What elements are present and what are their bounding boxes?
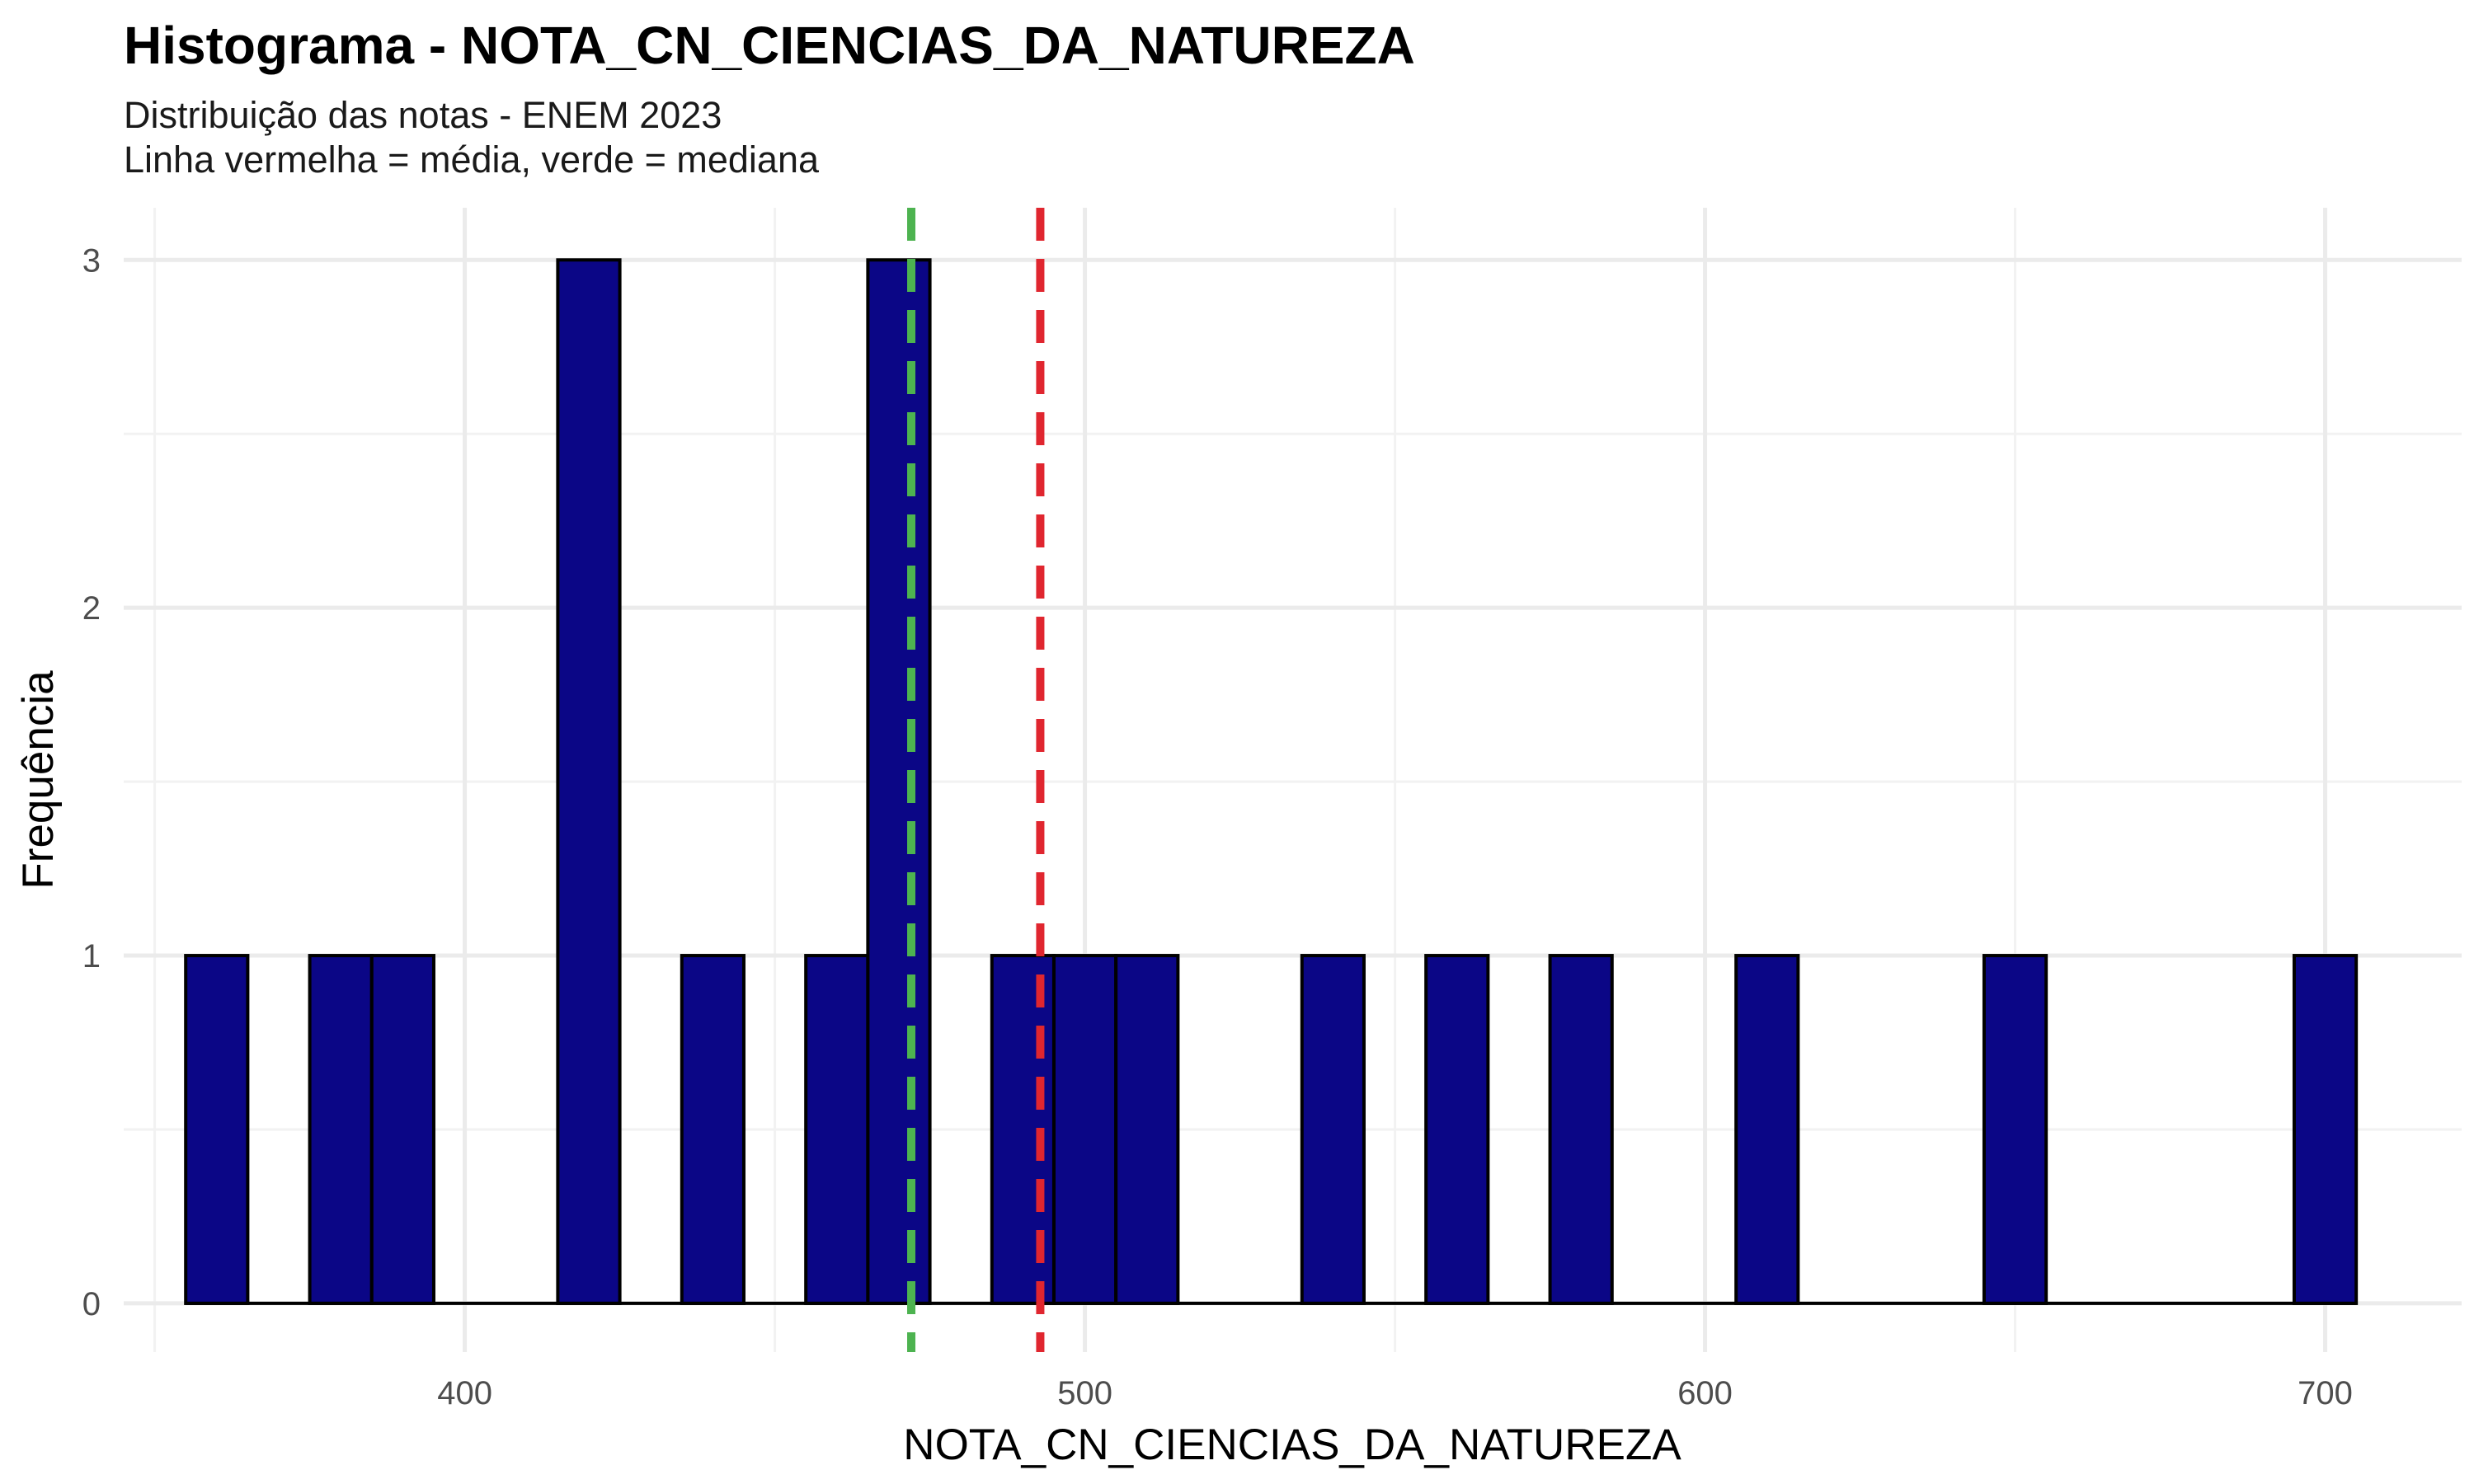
histogram-bar	[184, 954, 250, 1305]
chart-subtitle-line-1: Distribuição das notas - ENEM 2023	[124, 94, 722, 136]
histogram-bar	[1548, 954, 1614, 1305]
histogram-bar	[866, 258, 932, 1305]
histogram-bars	[184, 258, 2359, 1305]
histogram-bar	[1734, 954, 1800, 1305]
x-tick-label: 500	[1057, 1375, 1112, 1411]
histogram-bar	[1982, 954, 2048, 1305]
histogram-bar	[1300, 954, 1366, 1305]
chart-title: Histograma - NOTA_CN_CIENCIAS_DA_NATUREZ…	[124, 16, 1415, 75]
chart-subtitle-line-2: Linha vermelha = média, verde = mediana	[124, 139, 820, 181]
x-tick-label: 400	[437, 1375, 492, 1411]
y-tick-label: 2	[82, 590, 101, 627]
x-axis-title: NOTA_CN_CIENCIAS_DA_NATUREZA	[903, 1421, 1681, 1469]
histogram-bar	[1114, 954, 1180, 1305]
grid	[124, 208, 2462, 1352]
histogram-bar	[1051, 954, 1118, 1305]
x-tick-label: 700	[2298, 1375, 2353, 1411]
histogram-bar	[680, 954, 745, 1305]
y-tick-label: 3	[82, 242, 101, 279]
histogram-bar	[2292, 954, 2359, 1305]
y-tick-label: 1	[82, 938, 101, 974]
histogram-bar	[1424, 954, 1490, 1305]
histogram-bar	[556, 258, 622, 1305]
histogram-bar	[308, 954, 374, 1305]
x-tick-label: 600	[1677, 1375, 1733, 1411]
y-axis-title: Frequência	[14, 670, 63, 890]
axis-tick-labels: 400 500 600 700 0 1 2 3	[82, 242, 2353, 1411]
histogram-bar	[804, 954, 870, 1305]
reference-lines	[907, 208, 1045, 1352]
histogram-bar	[990, 954, 1056, 1305]
histogram-bar	[369, 954, 435, 1305]
y-tick-label: 0	[82, 1286, 101, 1322]
